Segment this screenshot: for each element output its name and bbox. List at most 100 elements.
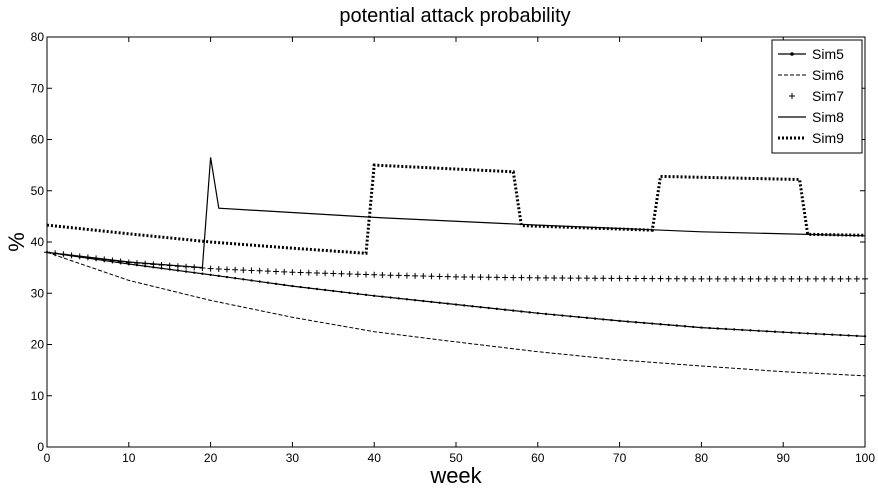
series-point-sim5 — [512, 309, 515, 312]
series-point-sim7 — [698, 275, 705, 282]
series-point-sim5 — [626, 320, 629, 323]
series-point-sim7 — [780, 275, 787, 282]
legend: Sim5 Sim6 Sim7 Sim8 Sim9 — [771, 39, 863, 154]
series-sim9 — [46, 163, 866, 255]
y-tick-label: 20 — [31, 338, 45, 352]
series-point-sim7 — [526, 274, 533, 281]
series-point-sim5 — [250, 279, 253, 282]
series-point-sim5 — [544, 312, 548, 316]
series-point-sim5 — [659, 323, 662, 326]
series-point-sim5 — [610, 318, 613, 322]
series-point-sim5 — [364, 293, 368, 297]
series-point-sim7 — [804, 275, 811, 282]
series-point-sim7 — [649, 275, 656, 282]
series-point-sim7 — [223, 266, 230, 273]
series-point-sim5 — [634, 321, 638, 324]
series-point-sim7 — [371, 271, 378, 278]
legend-label-sim9: Sim9 — [812, 130, 844, 146]
series-point-sim5 — [233, 276, 237, 280]
series-point-sim7 — [624, 275, 631, 282]
x-axis-label: week — [429, 463, 482, 488]
series-point-sim5 — [651, 322, 654, 325]
series-point-sim5 — [806, 332, 809, 335]
series-point-sim5 — [602, 318, 605, 321]
series-point-sim7 — [412, 272, 419, 279]
series-point-sim5 — [397, 297, 400, 300]
series-point-sim7 — [542, 274, 549, 281]
series-point-sim7 — [632, 275, 639, 282]
x-tick-label: 30 — [286, 451, 300, 465]
series-point-sim5 — [258, 280, 261, 283]
series-point-sim5 — [430, 300, 433, 304]
series-point-sim7 — [469, 274, 476, 281]
series-point-sim5 — [405, 298, 409, 301]
series-point-sim5 — [741, 328, 744, 332]
y-tick-label: 30 — [31, 286, 45, 300]
series-point-sim5 — [520, 310, 523, 313]
series-point-sim7 — [281, 268, 288, 275]
series-point-sim5 — [323, 288, 327, 292]
series-point-sim7 — [395, 272, 402, 279]
series-point-sim7 — [829, 275, 836, 282]
legend-box — [771, 39, 863, 154]
series-point-sim5 — [831, 333, 834, 336]
legend-label-sim8: Sim8 — [812, 109, 844, 125]
series-point-sim7 — [534, 274, 541, 281]
x-tick-label: 0 — [44, 451, 51, 465]
series-point-sim5 — [847, 334, 850, 337]
series-point-sim5 — [782, 331, 785, 334]
series-point-sim5 — [577, 315, 580, 319]
series-point-sim7 — [567, 275, 574, 282]
series-point-sim7 — [387, 272, 394, 279]
series-point-sim7 — [297, 269, 304, 276]
axis-ticks: 0 10 20 30 40 50 60 70 80 90 100 0 10 20 30 40 50 60 70 80 — [31, 30, 876, 465]
series-point-sim5 — [773, 330, 777, 333]
series-point-sim5 — [160, 267, 163, 270]
series-point-sim5 — [307, 286, 310, 290]
series-point-sim7 — [714, 275, 721, 282]
series-point-sim5 — [471, 305, 474, 308]
series-point-sim7 — [559, 275, 566, 282]
series-point-sim5 — [798, 331, 801, 335]
series-point-sim7 — [722, 275, 729, 282]
series-point-sim5 — [332, 289, 335, 293]
series-point-sim7 — [477, 274, 484, 281]
series-point-sim7 — [837, 275, 844, 282]
series-point-sim7 — [747, 275, 754, 282]
series-point-sim7 — [493, 274, 500, 281]
series-point-sim5 — [700, 326, 703, 329]
x-tick-label: 70 — [613, 451, 627, 465]
series-point-sim5 — [315, 287, 319, 291]
series-point-sim5 — [790, 331, 793, 334]
series-point-sim5 — [708, 326, 711, 330]
series-point-sim5 — [446, 302, 450, 305]
x-tick-label: 20 — [204, 451, 218, 465]
series-point-sim5 — [373, 294, 376, 298]
series-point-sim5 — [462, 304, 466, 307]
series-point-sim5 — [839, 333, 842, 337]
series-point-sim5 — [283, 283, 286, 287]
y-tick-label: 0 — [37, 440, 44, 454]
series-point-sim5 — [757, 329, 760, 333]
legend-marker-sim5 — [790, 52, 794, 56]
series-point-sim5 — [454, 303, 458, 306]
legend-label-sim7: Sim7 — [812, 88, 844, 104]
series-point-sim7 — [346, 271, 353, 278]
plot-area — [46, 36, 866, 448]
series-point-sim5 — [438, 301, 441, 304]
series-point-sim5 — [274, 282, 278, 286]
series-point-sim5 — [749, 329, 752, 332]
series-point-sim5 — [299, 285, 302, 289]
series-line-sim9 — [46, 163, 866, 255]
y-tick-label: 80 — [31, 30, 45, 44]
series-point-sim5 — [184, 270, 188, 273]
x-tick-label: 100 — [855, 451, 875, 465]
series-point-sim5 — [569, 315, 572, 318]
series-point-sim7 — [363, 271, 370, 278]
series-point-sim7 — [207, 265, 214, 272]
series-sim6 — [46, 251, 866, 377]
series-sim5 — [45, 251, 867, 338]
y-tick-label: 70 — [31, 81, 45, 95]
series-point-sim5 — [176, 269, 180, 272]
